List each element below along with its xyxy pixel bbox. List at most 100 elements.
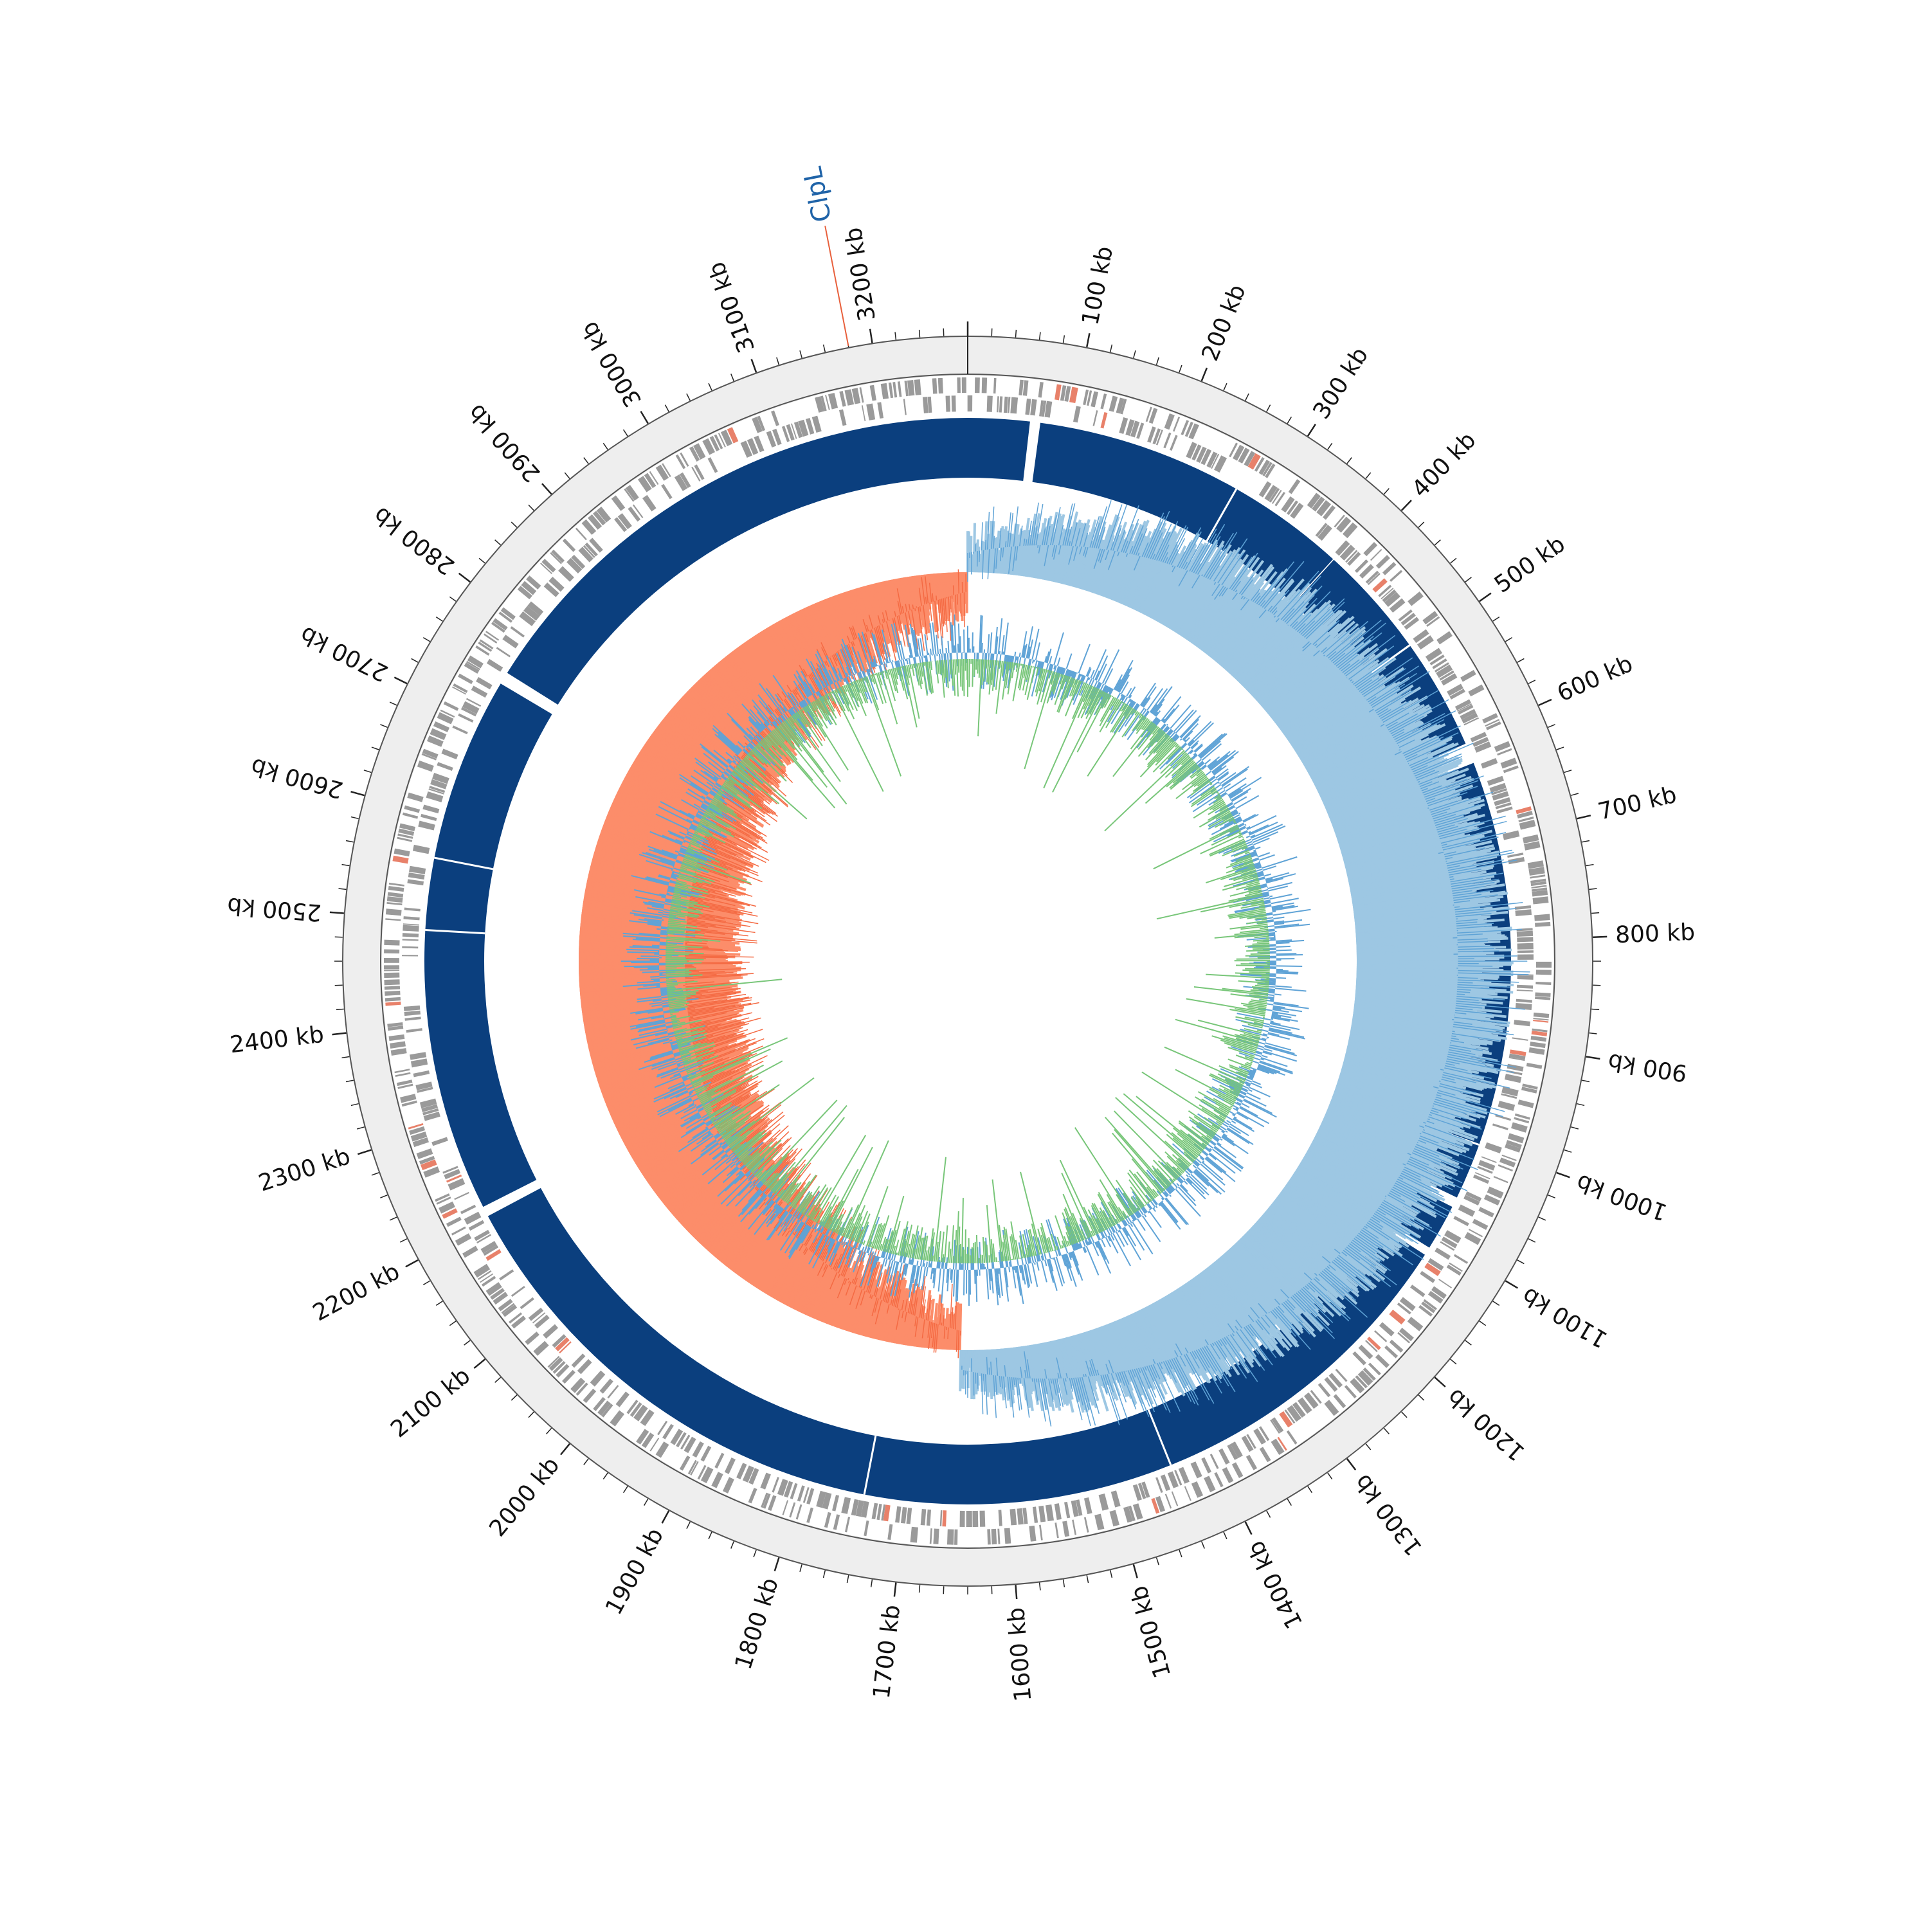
gene-feature [982, 377, 987, 393]
gc-content-bar [1267, 1037, 1269, 1038]
gc-content-bar [1220, 1139, 1222, 1140]
gc-content-bar [1258, 853, 1270, 856]
gene-feature [1271, 1439, 1285, 1455]
skew-detail [1288, 625, 1289, 626]
gene-feature [1505, 1074, 1521, 1083]
gene-feature [1453, 1216, 1469, 1226]
gc-content-bar [1004, 623, 1008, 655]
gene-feature [1410, 1285, 1425, 1297]
gc-content-bar [1186, 1175, 1188, 1177]
gene-feature [700, 1446, 711, 1462]
gene-feature [921, 1509, 927, 1525]
gene-feature [384, 973, 399, 978]
gene-feature [475, 646, 489, 656]
gene-feature [881, 383, 889, 399]
gene-feature [452, 725, 467, 734]
gc-content-bar [1243, 815, 1256, 821]
gene-feature [1534, 914, 1550, 921]
gene-feature [1025, 399, 1031, 415]
gene-feature [1010, 397, 1018, 414]
gene-feature [1526, 1063, 1543, 1069]
gene-feature [476, 677, 493, 689]
gene-feature [411, 1058, 428, 1067]
gene-feature [384, 949, 399, 953]
gc-content-bar [1067, 654, 1072, 669]
gene-feature [1534, 1013, 1549, 1018]
gc-content-bar [1079, 644, 1090, 673]
skew-detail [1427, 808, 1429, 809]
gc-content-bar [1032, 629, 1038, 660]
gene-feature [962, 377, 966, 393]
gene-feature [1092, 410, 1098, 426]
gene-feature [877, 402, 883, 419]
gene-feature [392, 856, 408, 864]
gene-feature [997, 396, 999, 412]
gc-content-bar [1236, 1113, 1248, 1119]
gene-feature [1390, 570, 1402, 582]
skew-detail [915, 608, 916, 611]
gene-feature [782, 1500, 788, 1515]
gene-feature [833, 1514, 840, 1530]
gene-feature [441, 748, 458, 759]
gene-feature [1531, 1036, 1547, 1042]
gene-feature [1290, 503, 1303, 519]
gene-feature [859, 387, 864, 402]
gene-feature [1004, 1528, 1011, 1544]
gene-feature [1072, 1520, 1076, 1535]
gene-feature [389, 1034, 405, 1041]
skew-detail [1453, 1031, 1455, 1032]
gene-feature [1374, 1330, 1387, 1342]
gene-feature [558, 566, 574, 582]
skew-bar [960, 1350, 961, 1391]
gene-feature [1055, 1503, 1062, 1520]
gc-content-bar [1269, 896, 1272, 897]
gene-feature [444, 701, 459, 711]
gene-feature [923, 397, 928, 413]
gene-feature [1055, 1522, 1058, 1538]
gene-feature [1246, 1455, 1257, 1470]
skew-detail [1458, 982, 1473, 983]
gene-feature [1503, 831, 1520, 840]
gene-feature [388, 886, 404, 892]
gene-feature [806, 1508, 813, 1523]
skew-detail [1449, 876, 1453, 877]
gene-feature [1511, 1123, 1528, 1133]
gene-feature [887, 1524, 892, 1540]
skew-detail [950, 596, 951, 609]
gene-feature [404, 806, 420, 813]
skew-detail [989, 1368, 990, 1375]
gc-content-bar [1199, 734, 1226, 757]
gc-content-bar [1276, 972, 1298, 973]
gc-content-bar [999, 618, 1002, 654]
gene-feature [1350, 1378, 1364, 1393]
gene-feature [1370, 549, 1382, 561]
gene-feature [1161, 1474, 1170, 1491]
gene-feature [1363, 542, 1377, 556]
gene-feature [946, 395, 950, 411]
gene-feature [460, 1205, 476, 1214]
gene-feature [1210, 1454, 1219, 1469]
gene-feature [387, 896, 403, 903]
gene-feature [403, 813, 418, 819]
gene-feature [676, 455, 685, 469]
gc-content-bar [1227, 1121, 1231, 1123]
gene-feature [968, 395, 972, 411]
gene-feature [534, 1315, 550, 1328]
gene-feature [487, 659, 503, 672]
gene-feature [866, 404, 875, 420]
gene-feature [384, 958, 399, 963]
gene-feature [395, 1072, 410, 1077]
gene-feature [384, 940, 399, 946]
gene-feature [417, 761, 434, 772]
gene-feature [661, 484, 673, 500]
gene-feature [1022, 1508, 1028, 1524]
gene-feature [708, 457, 718, 473]
gene-feature [1460, 670, 1476, 682]
gc-content-bar [1273, 910, 1311, 916]
skew-detail [1417, 1142, 1418, 1143]
gene-feature [839, 391, 846, 407]
gene-feature [525, 1332, 539, 1345]
gc-content-bar [1271, 1019, 1273, 1020]
gc-content-bar [1276, 978, 1286, 979]
gene-feature [1517, 931, 1533, 937]
